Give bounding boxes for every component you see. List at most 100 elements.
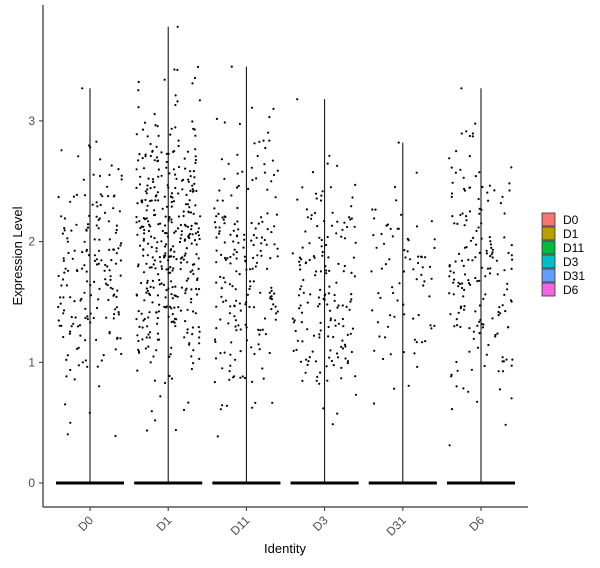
data-point bbox=[255, 177, 258, 180]
data-point bbox=[161, 229, 164, 233]
data-point bbox=[141, 338, 144, 341]
data-point bbox=[147, 345, 150, 348]
data-point bbox=[310, 214, 313, 217]
data-point bbox=[350, 205, 353, 208]
data-point bbox=[325, 272, 328, 275]
data-point bbox=[108, 269, 111, 272]
data-point bbox=[144, 153, 147, 156]
data-point bbox=[455, 318, 458, 321]
data-point bbox=[333, 293, 336, 297]
data-point bbox=[239, 328, 242, 331]
data-point bbox=[110, 164, 113, 167]
data-point bbox=[98, 287, 101, 290]
data-point bbox=[183, 254, 186, 257]
data-point bbox=[263, 163, 266, 166]
data-point bbox=[79, 299, 82, 302]
data-point bbox=[462, 264, 465, 267]
data-point bbox=[475, 243, 478, 246]
data-point bbox=[350, 293, 353, 296]
data-point bbox=[400, 213, 403, 216]
data-point bbox=[308, 242, 311, 245]
data-point bbox=[482, 323, 485, 326]
data-point bbox=[92, 316, 95, 320]
data-point bbox=[75, 223, 78, 226]
data-point bbox=[474, 175, 477, 178]
data-point bbox=[241, 170, 244, 173]
data-point bbox=[219, 352, 222, 355]
data-point bbox=[451, 181, 454, 184]
x-tick-label: D0 bbox=[75, 513, 96, 534]
data-point bbox=[320, 245, 323, 248]
data-point bbox=[191, 120, 194, 123]
data-point bbox=[455, 150, 458, 153]
data-point bbox=[412, 317, 415, 320]
data-point bbox=[165, 232, 168, 235]
data-point bbox=[392, 291, 395, 295]
data-point bbox=[329, 349, 332, 352]
data-point bbox=[69, 296, 72, 299]
data-point bbox=[140, 312, 143, 315]
data-point bbox=[141, 326, 144, 329]
data-point bbox=[236, 172, 239, 175]
data-point bbox=[98, 238, 101, 241]
data-point bbox=[86, 223, 90, 226]
data-point bbox=[176, 25, 179, 28]
data-point bbox=[168, 374, 171, 378]
data-point bbox=[160, 282, 163, 285]
data-point bbox=[95, 258, 98, 261]
data-point bbox=[57, 195, 60, 199]
data-point bbox=[191, 263, 195, 266]
data-point bbox=[169, 305, 172, 308]
data-point bbox=[117, 313, 120, 316]
data-point bbox=[342, 270, 345, 273]
data-point bbox=[237, 184, 240, 188]
data-point bbox=[478, 320, 481, 323]
data-point bbox=[510, 364, 513, 367]
data-point bbox=[169, 195, 172, 198]
data-point bbox=[144, 190, 147, 193]
data-point bbox=[174, 103, 177, 107]
data-point bbox=[375, 246, 378, 249]
data-point bbox=[292, 349, 295, 352]
data-point bbox=[231, 285, 234, 288]
data-point bbox=[489, 255, 492, 258]
data-point bbox=[153, 159, 156, 162]
data-point bbox=[158, 256, 161, 259]
data-point bbox=[169, 133, 172, 136]
data-point bbox=[493, 189, 496, 192]
data-point bbox=[173, 294, 176, 297]
data-point bbox=[250, 346, 253, 349]
data-point bbox=[428, 265, 432, 268]
data-point bbox=[467, 282, 471, 285]
data-point bbox=[228, 370, 231, 373]
data-point bbox=[232, 376, 235, 379]
data-point bbox=[246, 293, 249, 296]
data-point bbox=[227, 322, 230, 325]
data-point bbox=[159, 260, 162, 263]
data-point bbox=[197, 267, 200, 270]
data-point bbox=[152, 180, 155, 183]
data-point bbox=[149, 199, 152, 202]
data-point bbox=[330, 359, 333, 363]
data-point bbox=[180, 179, 184, 182]
data-point bbox=[336, 412, 339, 415]
data-point bbox=[484, 275, 487, 278]
data-point bbox=[456, 222, 459, 225]
data-point bbox=[300, 285, 303, 288]
data-point bbox=[320, 238, 323, 242]
data-point bbox=[220, 287, 223, 290]
data-point bbox=[243, 233, 246, 236]
data-point bbox=[148, 336, 151, 339]
data-point bbox=[214, 340, 217, 343]
data-point bbox=[330, 224, 334, 227]
data-point bbox=[155, 156, 158, 159]
data-point bbox=[257, 328, 260, 331]
data-point bbox=[221, 367, 224, 370]
data-point bbox=[137, 310, 140, 313]
data-point bbox=[98, 385, 101, 388]
data-point bbox=[340, 235, 343, 238]
data-point bbox=[144, 155, 147, 158]
data-point bbox=[315, 379, 318, 382]
data-point bbox=[149, 361, 152, 364]
data-point bbox=[264, 146, 267, 150]
